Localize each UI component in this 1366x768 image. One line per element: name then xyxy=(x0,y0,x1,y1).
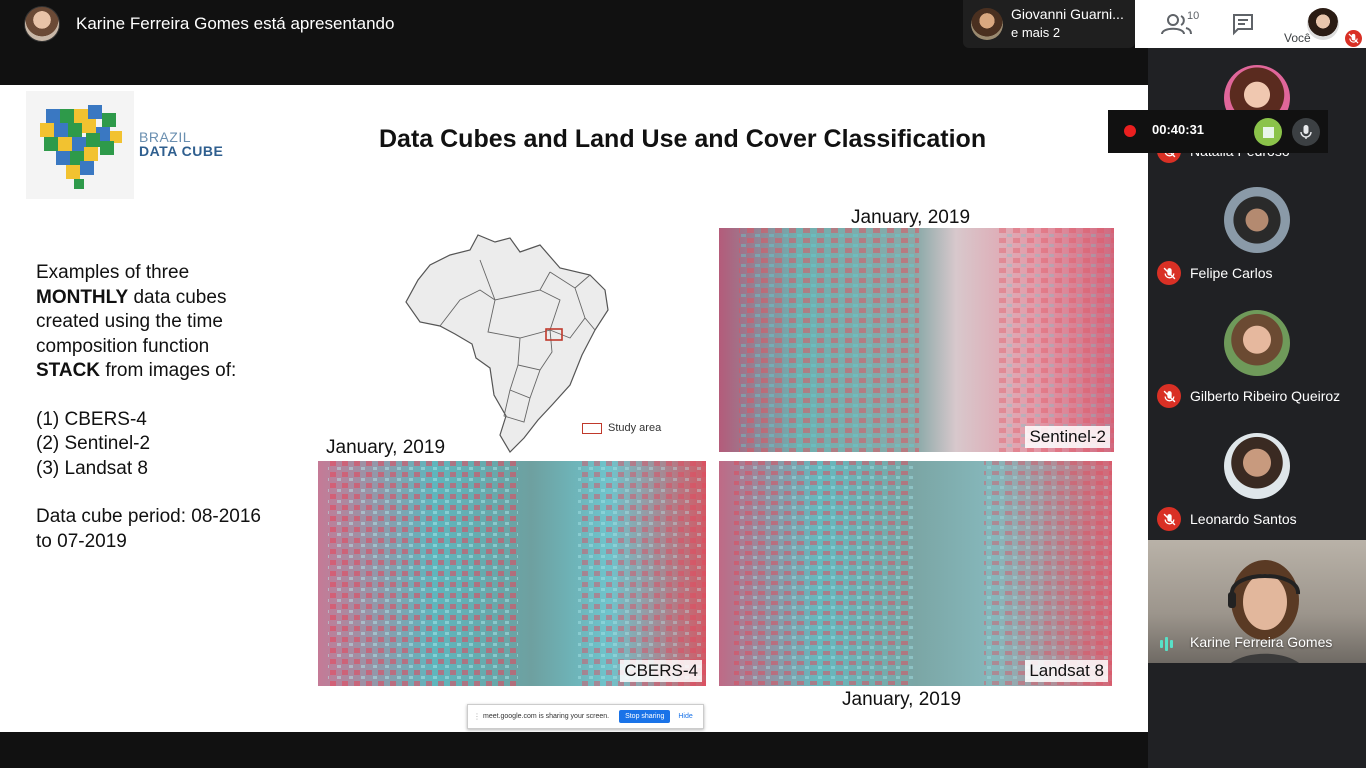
cbers-image-date: January, 2019 xyxy=(326,437,446,458)
others-sub: e mais 2 xyxy=(1011,25,1061,40)
sentinel-2-raster xyxy=(719,228,1114,452)
cbers-4-image: CBERS-4 xyxy=(318,461,706,686)
desc-bold: STACK xyxy=(36,360,101,381)
participant-count: 10 xyxy=(1187,10,1200,22)
desc-line: MONTHLY data cubes xyxy=(36,286,306,311)
desc-line: STACK from images of: xyxy=(36,359,306,384)
mic-off-icon xyxy=(1345,30,1362,47)
participant-tile[interactable]: Felipe Carlos xyxy=(1148,171,1366,294)
microphone-button[interactable] xyxy=(1292,118,1320,146)
desc-line: composition function xyxy=(36,335,210,357)
presenter-text: Karine Ferreira Gomes está apresentando xyxy=(76,14,395,33)
logo-text-brazil: BRAZIL xyxy=(139,129,192,145)
screen-sharing-bar: ⋮ meet.google.com is sharing your screen… xyxy=(467,704,704,729)
brazil-data-cube-logo xyxy=(26,91,134,199)
sentinel-image-date: January, 2019 xyxy=(851,207,971,228)
participant-name: Leonardo Santos xyxy=(1190,511,1297,527)
slide-description: Examples of three MONTHLY data cubes cre… xyxy=(36,261,306,554)
desc-line: Examples of three xyxy=(36,262,190,283)
mic-off-icon xyxy=(1157,384,1181,408)
mic-off-icon xyxy=(1157,507,1181,531)
desc-line: (1) CBERS-4 xyxy=(36,408,147,430)
participant-avatar xyxy=(1224,310,1290,376)
participant-tile[interactable]: Gilberto Ribeiro Queiroz xyxy=(1148,294,1366,417)
speaking-indicator-icon xyxy=(1160,636,1176,652)
desc-line: created using the time xyxy=(36,311,223,332)
presenter-bar: Karine Ferreira Gomes está apresentando xyxy=(0,0,960,48)
drag-handle-icon[interactable]: ⋮ xyxy=(473,712,481,721)
desc-text: from images of: xyxy=(100,360,237,381)
top-toolbar: 10 Você xyxy=(1135,0,1366,48)
slide-title: Data Cubes and Land Use and Cover Classi… xyxy=(379,125,987,153)
landsat-8-image: Landsat 8 xyxy=(719,461,1112,686)
desc-line: to 07-2019 xyxy=(36,530,127,552)
active-speaker-tile[interactable]: Karine Ferreira Gomes xyxy=(1148,540,1366,663)
participant-name: Felipe Carlos xyxy=(1190,265,1273,281)
desc-line: (2) Sentinel-2 xyxy=(36,433,151,454)
chat-icon[interactable] xyxy=(1231,12,1255,36)
participant-name: Gilberto Ribeiro Queiroz xyxy=(1190,388,1341,404)
presenter-avatar xyxy=(24,6,60,42)
others-avatar xyxy=(971,8,1003,40)
brazil-map xyxy=(405,234,609,453)
speaker-video xyxy=(1228,560,1300,663)
study-area-label: Study area xyxy=(608,422,662,434)
recording-bar: 00:40:31 xyxy=(1108,110,1328,153)
desc-bold: MONTHLY xyxy=(36,286,129,308)
mic-icon xyxy=(1300,125,1312,139)
desc-line: (3) Landsat 8 xyxy=(36,457,148,479)
sentinel-2-image: Sentinel-2 xyxy=(719,228,1114,452)
landsat-image-date: January, 2019 xyxy=(842,689,962,710)
participant-avatar xyxy=(1224,433,1290,499)
study-area-legend: Study area xyxy=(582,422,661,434)
mic-off-icon xyxy=(1157,261,1181,285)
self-avatar[interactable] xyxy=(1307,8,1339,40)
recording-time: 00:40:31 xyxy=(1152,122,1205,137)
landsat-8-tag: Landsat 8 xyxy=(1025,660,1108,682)
cbers-4-tag: CBERS-4 xyxy=(620,660,702,682)
stop-sharing-button[interactable]: Stop sharing xyxy=(619,710,671,723)
self-label: Você xyxy=(1284,31,1311,45)
recording-dot-icon xyxy=(1124,125,1136,137)
shared-slide: BRAZIL DATA CUBE Data Cubes and Land Use… xyxy=(0,85,1148,732)
sharing-text: meet.google.com is sharing your screen. xyxy=(483,713,610,720)
desc-line: Data cube period: 08-2016 xyxy=(36,506,261,527)
hide-button[interactable]: Hide xyxy=(678,713,693,720)
participant-tile[interactable]: Leonardo Santos xyxy=(1148,417,1366,540)
landsat-8-raster xyxy=(719,461,1112,686)
speaker-name: Karine Ferreira Gomes xyxy=(1190,634,1333,650)
logo-text-data-cube: DATA CUBE xyxy=(139,143,224,159)
people-icon[interactable] xyxy=(1159,12,1199,36)
participant-avatar xyxy=(1224,187,1290,253)
stop-icon xyxy=(1262,126,1274,138)
stop-recording-button[interactable] xyxy=(1254,118,1282,146)
desc-text: data cubes xyxy=(128,286,227,308)
sentinel-2-tag: Sentinel-2 xyxy=(1025,426,1110,448)
study-area-swatch xyxy=(582,422,602,434)
other-presenters-chip[interactable]: Giovanni Guarni... e mais 2 xyxy=(963,0,1135,48)
cbers-4-raster xyxy=(318,461,706,686)
others-name: Giovanni Guarni... xyxy=(1011,6,1124,22)
